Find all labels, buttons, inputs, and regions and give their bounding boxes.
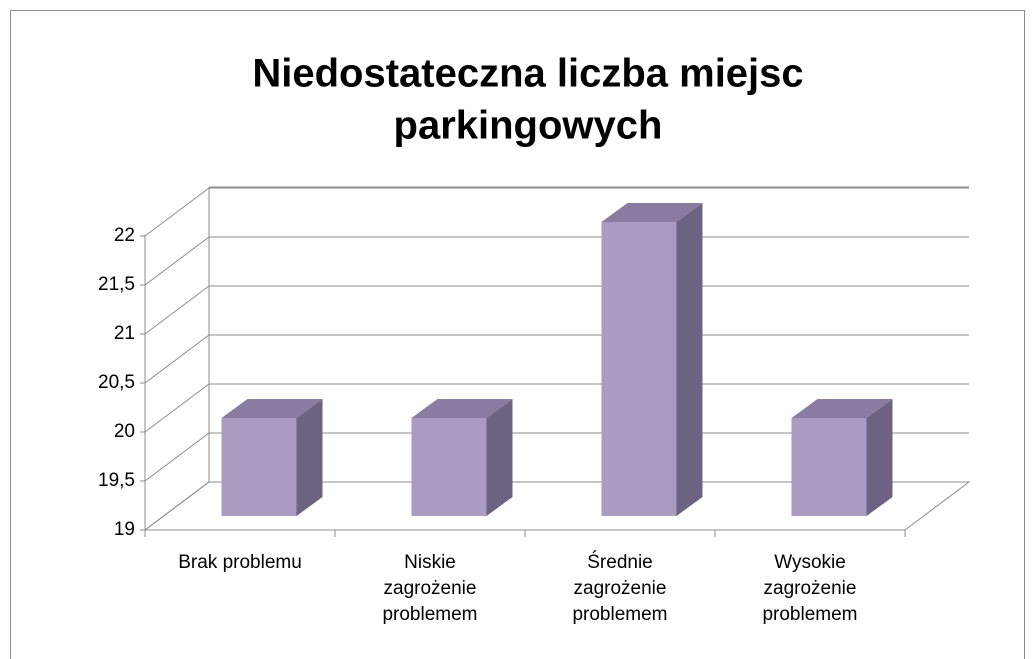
grid-line (144, 383, 969, 433)
bar-top (411, 399, 513, 418)
y-tick-label: 20 (114, 421, 135, 442)
grid-line (144, 432, 969, 482)
bar-top (221, 399, 323, 418)
grid-line (144, 236, 969, 286)
chart-title: Niedostateczna liczba miejsc (252, 52, 803, 96)
bar-side (486, 399, 513, 516)
y-tick-label: 19,5 (98, 470, 135, 491)
bar-top (791, 399, 893, 418)
y-tick-label: 20,5 (98, 372, 135, 393)
bar-side (296, 399, 323, 516)
grid-line (144, 187, 969, 237)
x-tick-label: Niskie zagrożenie problemem (382, 552, 478, 625)
y-tick-label: 21,5 (98, 274, 135, 295)
grid-line (144, 334, 969, 384)
x-tick-label: Brak problemu (178, 552, 302, 573)
bar-side (866, 399, 893, 516)
bar (221, 418, 297, 516)
bar (411, 418, 487, 516)
chart-title: parkingowych (394, 104, 663, 148)
bar (601, 222, 677, 516)
x-tick-label: Wysokie zagrożenie problemem (762, 552, 858, 625)
grid-line (144, 481, 969, 531)
x-tick-label: Średnie zagrożenie problemem (572, 552, 668, 625)
bar-top (601, 203, 703, 222)
bar (791, 418, 867, 516)
y-tick-label: 21 (114, 323, 135, 344)
y-tick-label: 19 (114, 519, 135, 540)
grid-line (144, 285, 969, 335)
bar-side (676, 203, 703, 516)
y-tick-label: 22 (114, 225, 135, 246)
